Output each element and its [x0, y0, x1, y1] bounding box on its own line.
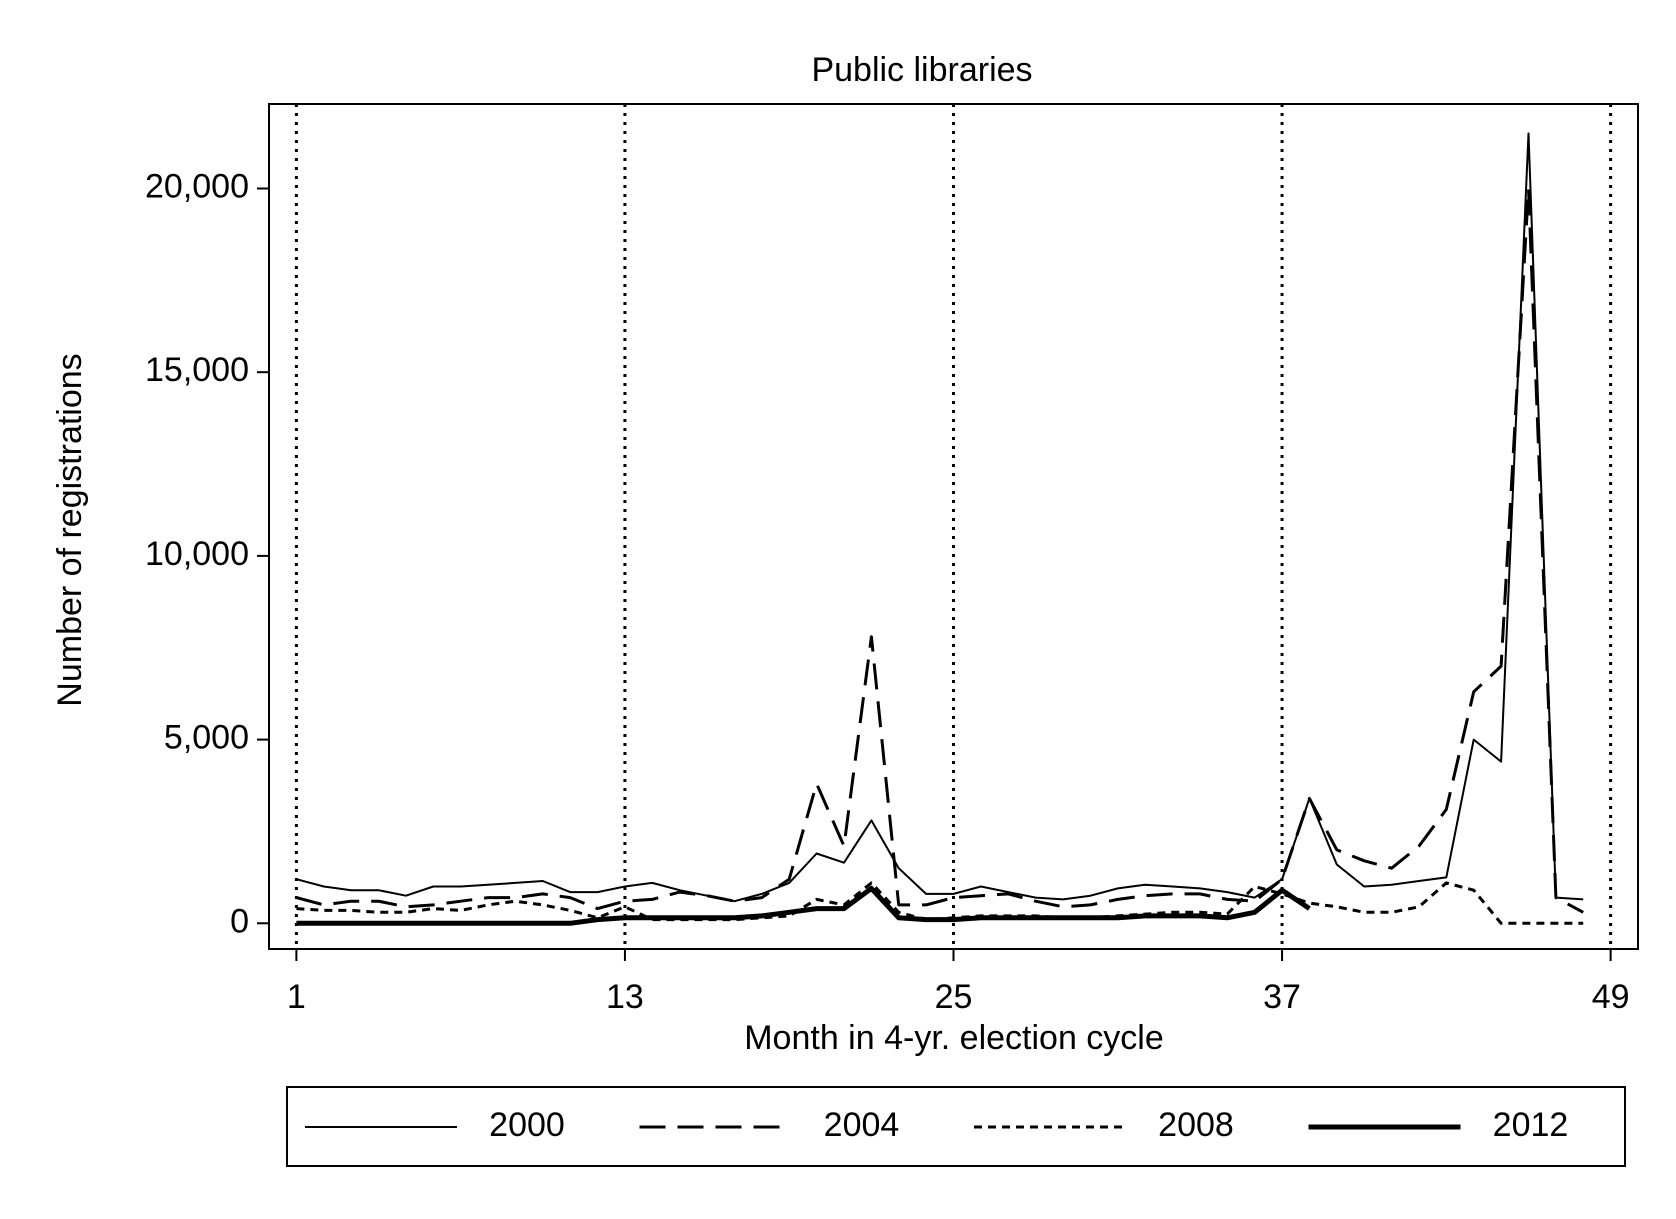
x-tick-label: 49 [1592, 978, 1630, 1016]
x-tick-label: 1 [287, 978, 306, 1016]
x-tick-label: 13 [606, 978, 644, 1016]
x-tick-label: 37 [1263, 978, 1301, 1016]
y-tick-label: 20,000 [145, 167, 249, 205]
y-tick-label: 15,000 [145, 351, 249, 389]
series-line [296, 885, 1311, 926]
legend-label: 2004 [824, 1106, 900, 1144]
legend-label: 2008 [1158, 1106, 1234, 1144]
x-axis-label: Month in 4-yr. election cycle [744, 1019, 1164, 1057]
legend-frame [286, 1086, 1626, 1167]
y-axis-label: Number of registrations [51, 353, 89, 706]
y-tick-label: 5,000 [164, 719, 249, 757]
legend-label: 2012 [1493, 1106, 1569, 1144]
chart-title: Public libraries [811, 51, 1032, 89]
x-tick-label: 25 [935, 978, 973, 1016]
series-line [296, 187, 1584, 914]
y-tick-label: 10,000 [145, 535, 249, 573]
y-tick-label: 0 [230, 902, 249, 940]
legend-label: 2000 [489, 1106, 565, 1144]
series-line [296, 132, 1584, 903]
